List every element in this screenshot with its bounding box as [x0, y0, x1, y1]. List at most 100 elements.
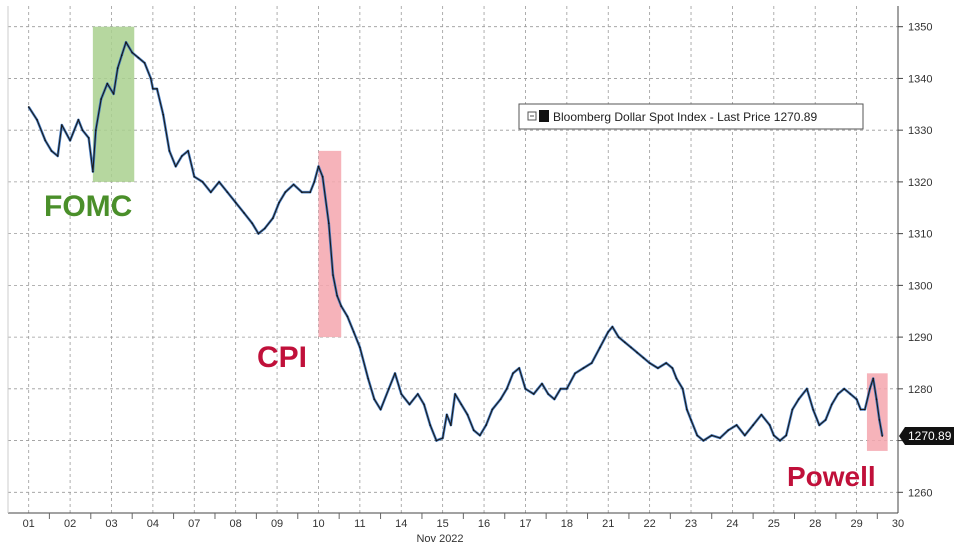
price-point — [340, 305, 343, 307]
price-point — [150, 77, 152, 80]
price-point — [121, 54, 123, 56]
price-point — [499, 398, 502, 401]
price-point — [657, 367, 659, 369]
price-point — [872, 377, 874, 380]
price-point — [624, 341, 626, 344]
x-tick-label: 18 — [561, 518, 573, 530]
price-line — [28, 41, 883, 442]
y-tick-label: 1290 — [908, 332, 932, 344]
price-point — [257, 232, 260, 235]
price-point — [137, 56, 140, 59]
price-point — [50, 150, 53, 152]
last-price-marker: 1270.89 — [899, 427, 954, 445]
price-point — [875, 398, 878, 401]
price-point — [435, 439, 438, 442]
price-point — [686, 408, 688, 411]
x-tick-label: 24 — [726, 518, 738, 530]
price-point — [532, 393, 535, 395]
price-point — [773, 434, 775, 437]
price-point — [859, 408, 862, 411]
price-point — [727, 429, 730, 432]
price-point — [485, 424, 487, 426]
price-point — [779, 439, 781, 442]
y-tick-label: 1310 — [908, 229, 932, 241]
x-tick-label: 07 — [188, 518, 200, 530]
grid-layer — [8, 6, 899, 513]
x-tick-label: 23 — [685, 518, 697, 530]
price-point — [818, 424, 821, 426]
price-point — [301, 191, 303, 193]
price-point — [441, 437, 444, 439]
x-tick-label: 02 — [64, 518, 76, 530]
price-point — [607, 331, 609, 333]
price-point — [617, 336, 620, 338]
legend-swatch — [539, 110, 549, 122]
price-point — [263, 227, 266, 230]
price-point — [541, 382, 543, 385]
price-point — [27, 106, 30, 108]
price-point — [671, 367, 674, 369]
price-point — [423, 403, 425, 406]
price-point — [210, 191, 212, 193]
price-point — [812, 408, 814, 411]
y-tick-label: 1330 — [908, 125, 932, 137]
price-point — [752, 424, 754, 426]
price-point — [878, 419, 881, 421]
y-tick-label: 1300 — [908, 280, 932, 292]
price-point — [611, 326, 614, 328]
price-line-shadow — [27, 40, 884, 442]
price-point — [491, 408, 494, 411]
y-tick-label: 1320 — [908, 177, 932, 189]
x-tick-label: 01 — [23, 518, 35, 530]
price-point — [512, 372, 514, 375]
price-point — [479, 434, 481, 437]
price-point — [100, 98, 102, 100]
price-point — [472, 429, 475, 432]
price-point — [193, 175, 196, 178]
last-price-label: 1270.89 — [908, 429, 952, 443]
event-highlights — [92, 26, 888, 451]
price-point — [379, 408, 382, 411]
price-point — [174, 165, 177, 168]
price-point — [388, 388, 390, 390]
price-point — [152, 88, 154, 90]
price-point — [61, 124, 63, 126]
price-point — [524, 388, 527, 390]
price-point — [824, 419, 827, 421]
price-point — [309, 191, 312, 193]
price-point — [466, 413, 469, 416]
price-point — [131, 51, 133, 54]
event-labels: FOMC CPI Powell — [44, 190, 876, 492]
price-point — [56, 155, 59, 157]
x-tick-label: 11 — [354, 518, 365, 530]
price-point — [156, 88, 158, 90]
price-point — [843, 388, 845, 390]
price-point — [636, 351, 638, 354]
price-point — [272, 217, 274, 219]
price-point — [702, 439, 705, 442]
price-point — [394, 372, 396, 375]
y-tick-label: 1280 — [908, 384, 932, 396]
y-tick-label: 1260 — [908, 487, 932, 499]
price-point — [710, 434, 713, 437]
price-point — [559, 388, 562, 390]
price-point — [284, 191, 287, 193]
price-point — [831, 403, 833, 406]
price-point — [317, 165, 320, 168]
price-point — [106, 82, 109, 85]
price-point — [582, 367, 585, 369]
y-tick-label: 1340 — [908, 73, 932, 85]
legend-toggle-icon[interactable] — [527, 111, 537, 121]
price-point — [125, 41, 127, 43]
price-point — [642, 357, 645, 359]
price-point — [313, 181, 316, 183]
price-point — [855, 398, 858, 401]
price-point — [81, 129, 84, 131]
price-point — [797, 398, 800, 401]
x-tick-label: 25 — [768, 518, 780, 530]
price-point — [69, 139, 71, 142]
event-label: Powell — [787, 461, 876, 492]
price-point — [408, 403, 411, 406]
price-series — [27, 40, 884, 442]
